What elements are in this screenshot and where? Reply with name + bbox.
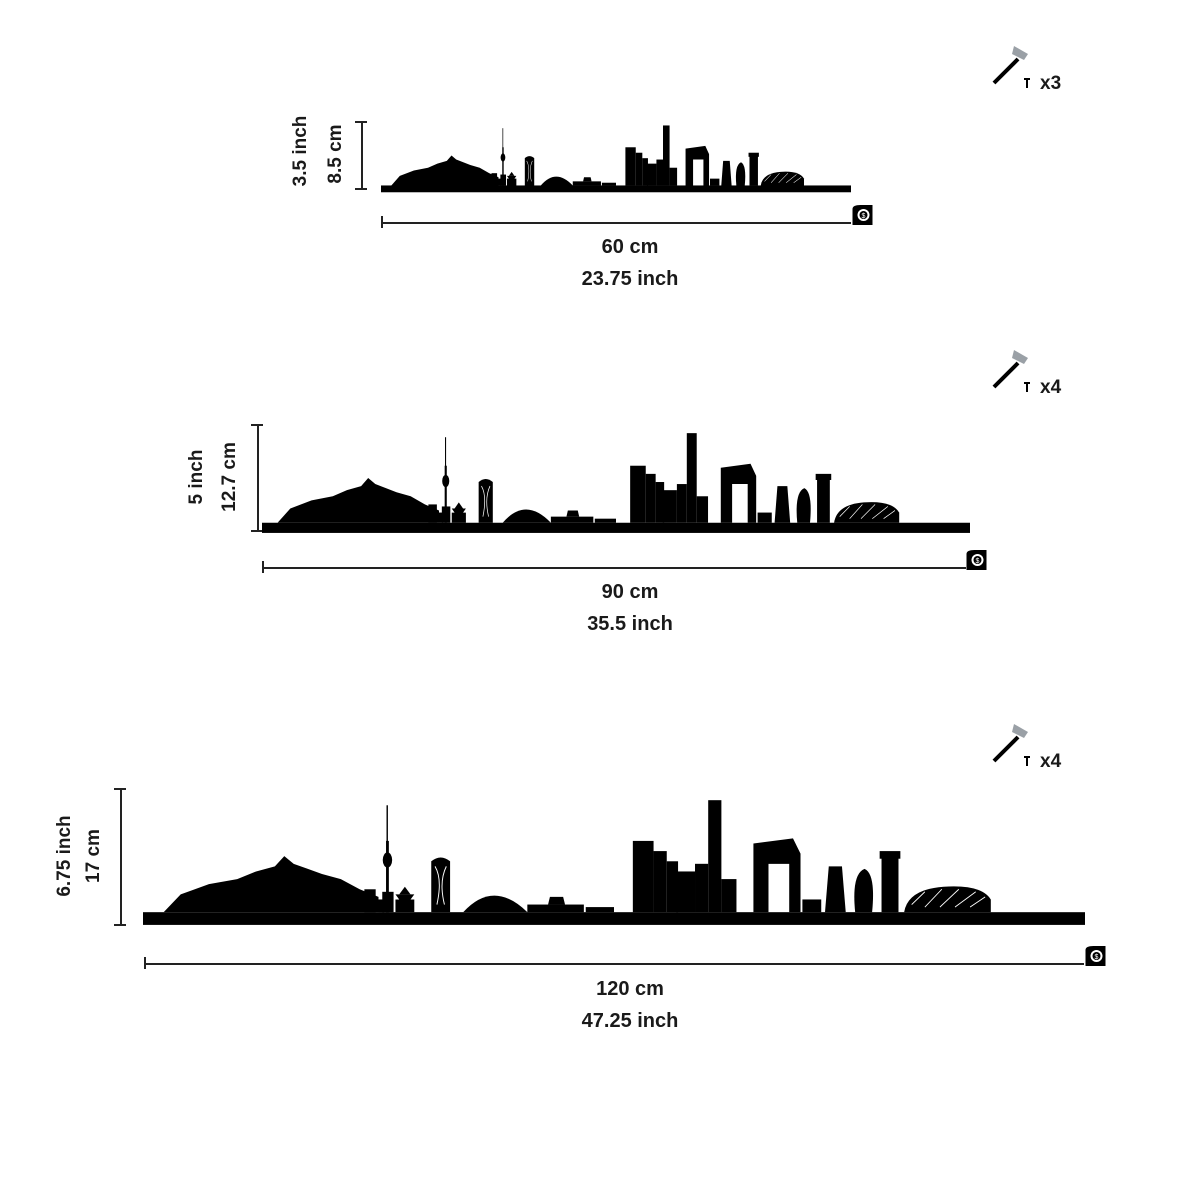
- height-marker-cap-top: [114, 788, 126, 790]
- height-inch-label: 6.75 inch: [54, 815, 75, 897]
- skyline-silhouette: [143, 799, 1085, 926]
- height-marker: [361, 121, 363, 190]
- variant-small: 3.5 inch 8.5 cm 60 cm 23.75 inch x3: [0, 0, 1200, 320]
- variant-large: 6.75 inch 17 cm 120 cm 47.25 inch x4: [54, 724, 1106, 1032]
- width-marker-cap: [262, 561, 264, 573]
- nail-count: x4: [1040, 751, 1062, 772]
- width-marker-cap: [381, 216, 383, 228]
- width-marker-cap: [144, 957, 146, 969]
- width-inch-label: 47.25 inch: [581, 1010, 679, 1032]
- hammer-icon: [992, 724, 1030, 766]
- height-marker-cap-bottom: [251, 530, 263, 532]
- width-inch-label: 23.75 inch: [581, 268, 679, 290]
- nail-count: x4: [1040, 377, 1062, 398]
- nail-count: x3: [1040, 73, 1062, 94]
- width-marker: [144, 963, 1084, 965]
- variant-medium: 5 inch 12.7 cm 90 cm 35.5 inch x4: [186, 350, 1062, 635]
- height-cm-label: 17 cm: [83, 829, 104, 883]
- width-cm-label: 90 cm: [601, 581, 659, 603]
- width-inch-label: 35.5 inch: [587, 613, 673, 635]
- height-marker: [257, 424, 259, 532]
- height-marker: [120, 788, 122, 926]
- tape-measure-icon: [1085, 946, 1106, 966]
- height-marker-cap-top: [355, 121, 367, 123]
- width-marker: [262, 567, 966, 569]
- width-marker: [381, 222, 851, 224]
- width-cm-label: 60 cm: [601, 236, 659, 258]
- height-marker-cap-top: [251, 424, 263, 426]
- height-marker-cap-bottom: [114, 924, 126, 926]
- width-cm-label: 120 cm: [596, 978, 664, 1000]
- height-marker-cap-bottom: [355, 188, 367, 190]
